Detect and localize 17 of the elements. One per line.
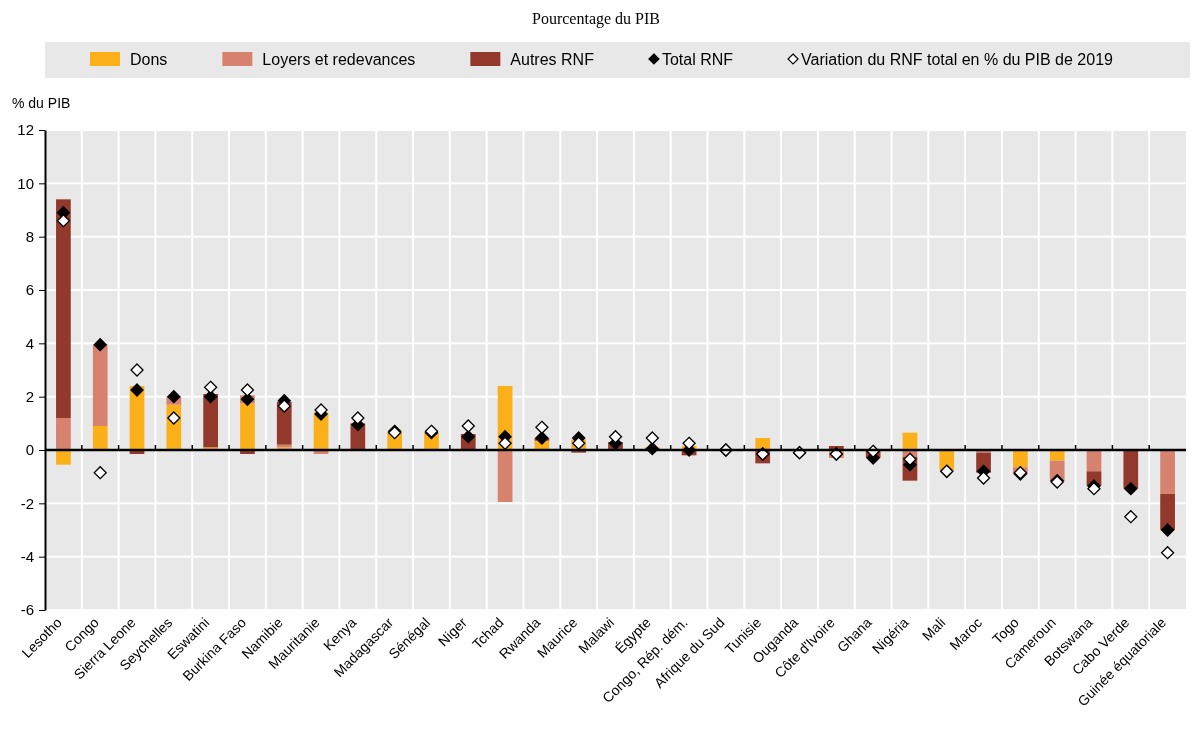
y-tick-label: 4 bbox=[25, 334, 34, 352]
legend-label: Total RNF bbox=[661, 51, 734, 68]
chart-subtitle: Pourcentage du PIB bbox=[532, 10, 660, 28]
y-tick-label: 6 bbox=[25, 281, 34, 299]
y-tick-label: -6 bbox=[20, 601, 34, 619]
legend-label: Loyers et redevances bbox=[262, 51, 416, 68]
legend-label: Autres RNF bbox=[510, 51, 595, 68]
y-tick-label: 2 bbox=[25, 387, 34, 405]
legend-label: Dons bbox=[130, 51, 168, 68]
y-tick-label: 10 bbox=[17, 174, 34, 192]
y-tick-label: -4 bbox=[20, 547, 34, 565]
y-tick-label: 0 bbox=[25, 441, 34, 459]
y-tick-label: -2 bbox=[20, 494, 34, 512]
y-tick-label: 8 bbox=[25, 227, 34, 245]
y-tick-label: 12 bbox=[17, 121, 34, 139]
legend-label: Variation du RNF total en % du PIB de 2019 bbox=[801, 51, 1114, 68]
y-axis-title: % du PIB bbox=[12, 95, 71, 111]
